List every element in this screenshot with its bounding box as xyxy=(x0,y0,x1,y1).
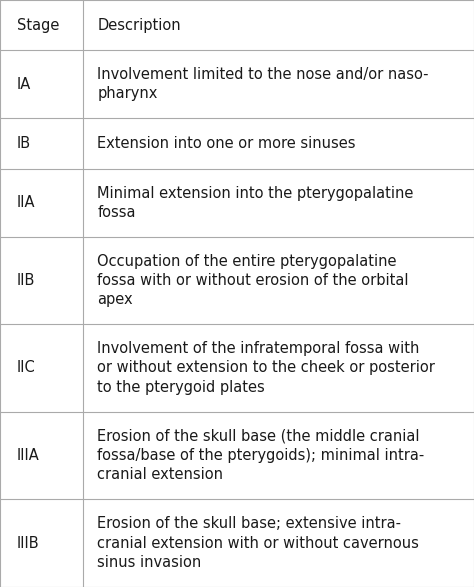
Text: IIIB: IIIB xyxy=(17,536,39,551)
Text: Involvement of the infratemporal fossa with
or without extension to the cheek or: Involvement of the infratemporal fossa w… xyxy=(97,341,435,394)
Text: IA: IA xyxy=(17,77,31,92)
Text: IIA: IIA xyxy=(17,195,35,210)
Text: Minimal extension into the pterygopalatine
fossa: Minimal extension into the pterygopalati… xyxy=(97,185,413,220)
Text: Involvement limited to the nose and/or naso-
pharynx: Involvement limited to the nose and/or n… xyxy=(97,68,428,102)
Text: IB: IB xyxy=(17,136,31,151)
Text: Erosion of the skull base; extensive intra-
cranial extension with or without ca: Erosion of the skull base; extensive int… xyxy=(97,517,419,570)
Text: IIIA: IIIA xyxy=(17,448,39,463)
Text: Stage: Stage xyxy=(17,18,59,33)
Text: Description: Description xyxy=(97,18,181,33)
Text: IIB: IIB xyxy=(17,273,35,288)
Text: Erosion of the skull base (the middle cranial
fossa/base of the pterygoids); min: Erosion of the skull base (the middle cr… xyxy=(97,429,424,483)
Text: Extension into one or more sinuses: Extension into one or more sinuses xyxy=(97,136,356,151)
Text: IIC: IIC xyxy=(17,360,36,376)
Text: Occupation of the entire pterygopalatine
fossa with or without erosion of the or: Occupation of the entire pterygopalatine… xyxy=(97,254,409,307)
